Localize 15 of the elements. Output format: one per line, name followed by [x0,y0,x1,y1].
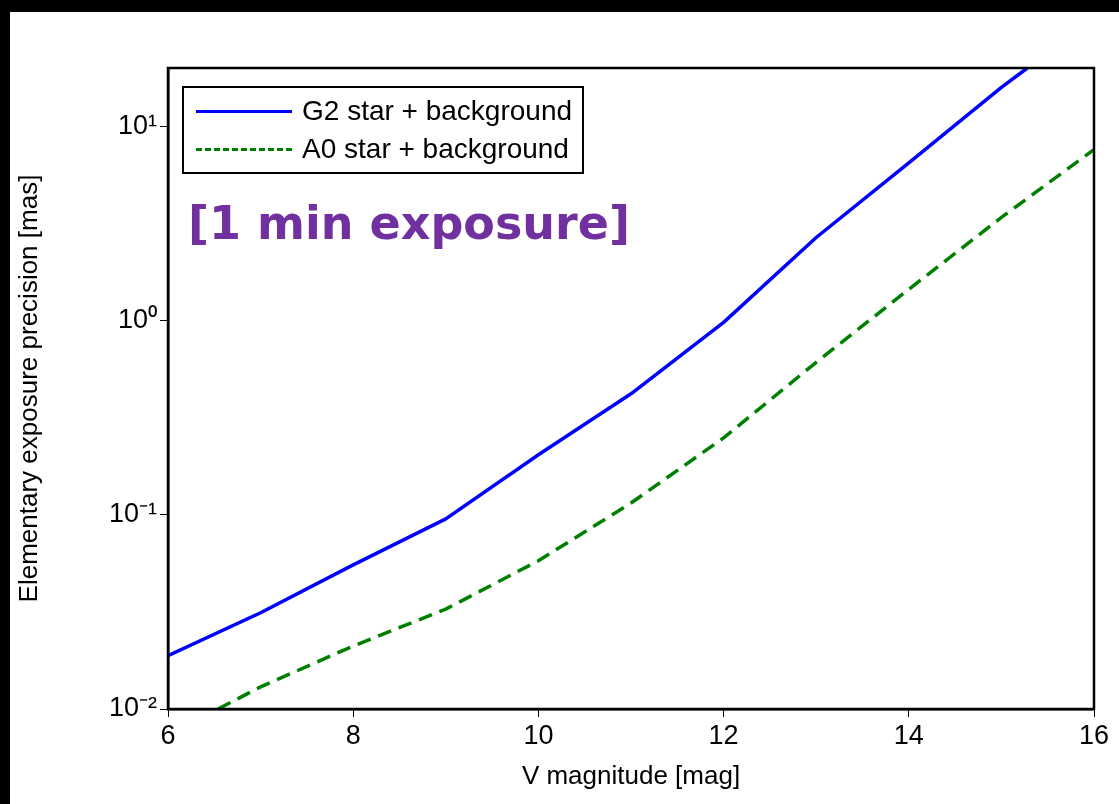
legend-label: G2 star + background [302,95,573,127]
x-tick-label: 12 [708,719,739,750]
legend-label: A0 star + background [302,133,569,165]
x-tick-label: 14 [893,719,924,750]
x-tick-label: 8 [345,719,361,750]
y-tick-label: 10⁰ [117,304,157,335]
y-tick-label: 10¹ [117,109,157,140]
annotation: [1 min exposure] [188,196,630,250]
y-tick-label: 10⁻¹ [108,498,157,529]
x-tick-label: 16 [1078,719,1110,750]
x-tick-label: 6 [160,719,176,750]
y-tick-label: 10⁻² [108,692,157,723]
x-tick-label: 10 [523,719,554,750]
x-axis-title: V magnitude [mag] [521,759,741,790]
y-axis-title: Elementary exposure precision [mas] [12,174,43,603]
